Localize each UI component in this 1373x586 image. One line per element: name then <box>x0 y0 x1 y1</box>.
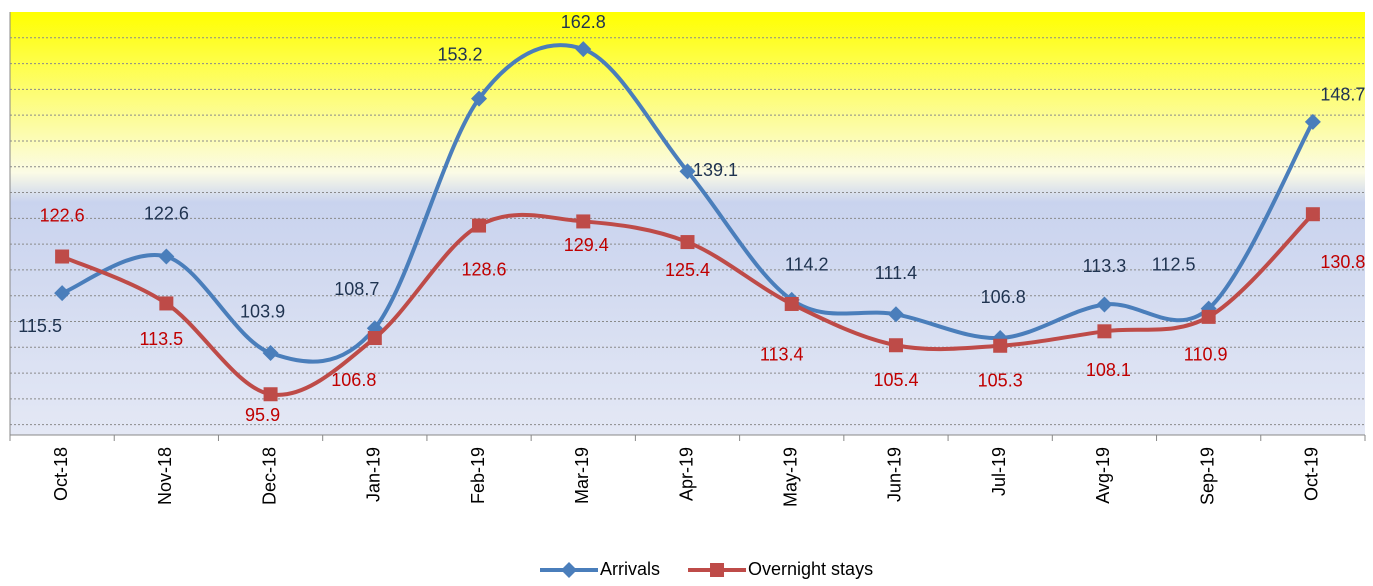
data-point <box>680 235 695 250</box>
data-label: 122.6 <box>40 205 85 225</box>
data-point <box>55 249 70 264</box>
data-label: 115.5 <box>18 316 62 336</box>
data-label: 153.2 <box>438 44 483 64</box>
x-tick-label: May-19 <box>780 447 800 507</box>
data-label: 148.7 <box>1320 85 1365 105</box>
data-point <box>1304 113 1321 130</box>
data-label: 112.5 <box>1152 254 1196 274</box>
x-tick-label: Nov-18 <box>155 447 175 505</box>
x-tick-label: Oct-18 <box>51 447 71 501</box>
data-label: 122.6 <box>144 203 189 223</box>
data-label: 162.8 <box>561 12 606 32</box>
data-label: 139.1 <box>693 160 738 180</box>
x-tick-label: Jun-19 <box>885 447 905 502</box>
data-point <box>158 248 175 265</box>
data-label: 108.7 <box>334 279 379 299</box>
data-label: 103.9 <box>240 302 285 322</box>
data-label: 128.6 <box>462 259 507 279</box>
data-point <box>576 214 591 229</box>
data-point <box>262 344 279 361</box>
data-point <box>54 285 71 302</box>
data-label: 106.8 <box>981 287 1026 307</box>
data-point <box>263 387 278 402</box>
data-label: 108.1 <box>1086 360 1131 380</box>
data-label: 113.5 <box>139 329 183 349</box>
data-label: 111.4 <box>875 263 917 283</box>
legend-label: Arrivals <box>600 559 660 579</box>
data-point <box>472 218 487 233</box>
data-point <box>993 338 1008 353</box>
legend-label: Overnight stays <box>748 559 873 579</box>
legend-marker <box>561 562 577 578</box>
data-point <box>471 90 488 107</box>
data-label: 113.3 <box>1083 256 1127 276</box>
data-point <box>1097 324 1112 339</box>
data-point <box>679 163 696 180</box>
data-label: 106.8 <box>331 370 376 390</box>
x-tick-label: Jul-19 <box>989 447 1009 496</box>
data-point <box>575 41 592 58</box>
data-point <box>887 306 904 323</box>
data-point <box>367 331 382 346</box>
data-point <box>784 296 799 311</box>
data-point <box>1096 296 1113 313</box>
data-point <box>1305 207 1320 222</box>
data-point <box>1201 309 1216 324</box>
x-tick-label: Mar-19 <box>572 447 592 504</box>
data-point <box>888 338 903 353</box>
data-label: 110.9 <box>1184 345 1228 365</box>
x-tick-label: Dec-18 <box>259 447 279 505</box>
x-tick-label: Jan-19 <box>364 447 384 502</box>
x-tick-label: Apr-19 <box>676 447 696 501</box>
data-label: 113.4 <box>760 345 804 365</box>
data-label: 130.8 <box>1320 252 1365 272</box>
x-tick-label: Sep-19 <box>1197 447 1217 505</box>
x-tick-label: Feb-19 <box>468 447 488 504</box>
x-tick-label: Oct-19 <box>1302 447 1322 501</box>
x-tick-label: Avg-19 <box>1093 447 1113 504</box>
data-label: 105.3 <box>978 371 1023 391</box>
data-label: 105.4 <box>873 370 918 390</box>
legend-marker <box>710 563 725 577</box>
data-label: 129.4 <box>564 235 609 255</box>
data-label: 95.9 <box>245 405 280 425</box>
data-label: 114.2 <box>785 255 829 275</box>
data-label: 125.4 <box>665 260 710 280</box>
plot-background <box>10 12 1365 435</box>
data-point <box>159 296 174 311</box>
